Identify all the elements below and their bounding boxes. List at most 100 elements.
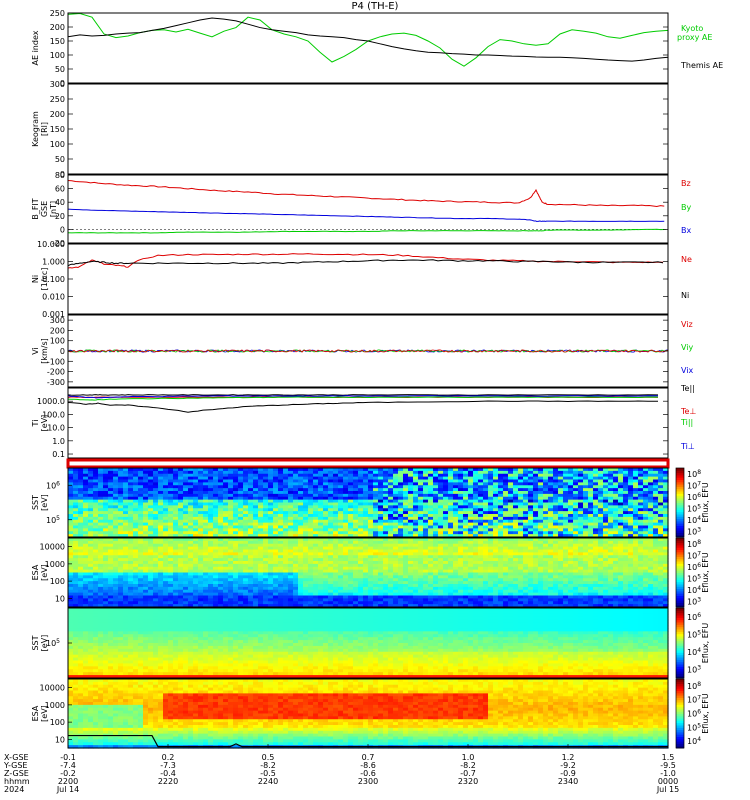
spectrogram-cell bbox=[268, 546, 274, 551]
spectrogram-cell bbox=[293, 514, 299, 518]
spectrogram-cell bbox=[373, 522, 379, 527]
spectrogram-cell bbox=[88, 519, 94, 524]
spectrogram-cell bbox=[488, 496, 494, 501]
spectrogram-cell bbox=[598, 470, 604, 475]
spectrogram-cell bbox=[283, 581, 289, 585]
spectrogram-cell bbox=[448, 505, 454, 509]
spectrogram-cell bbox=[288, 592, 294, 597]
spectrogram-cell bbox=[148, 575, 154, 579]
spectrogram-cell bbox=[358, 505, 364, 509]
spectrogram-cell bbox=[258, 575, 264, 579]
spectrogram-cell bbox=[228, 499, 234, 504]
spectrogram-cell bbox=[118, 584, 124, 588]
spectrogram-cell bbox=[273, 514, 279, 518]
spectrogram-cell bbox=[223, 505, 229, 509]
spectrogram-cell bbox=[183, 519, 189, 524]
spectrogram-cell bbox=[458, 470, 464, 475]
spectrogram-cell bbox=[258, 528, 264, 532]
spectrogram-cell bbox=[223, 569, 229, 574]
spectrogram-cell bbox=[158, 584, 164, 588]
spectrogram-cell bbox=[628, 476, 634, 481]
spectrogram-cell bbox=[188, 493, 194, 498]
spectrogram-cell bbox=[123, 563, 129, 568]
spectrogram-cell bbox=[388, 552, 394, 556]
spectrogram-cell bbox=[208, 566, 214, 571]
spectrogram-cell bbox=[388, 476, 394, 481]
spectrogram-cell bbox=[143, 581, 149, 585]
spectrogram-cell bbox=[413, 479, 419, 483]
spectrogram-cell bbox=[498, 482, 504, 486]
spectrogram-cell bbox=[363, 546, 369, 551]
spectrogram-cell bbox=[363, 538, 369, 542]
spectrogram-cell bbox=[598, 508, 604, 512]
spectrogram-cell bbox=[628, 485, 634, 489]
spectrogram-cell bbox=[178, 601, 184, 605]
spectrogram-cell bbox=[438, 516, 444, 521]
spectrogram-cell bbox=[248, 592, 254, 597]
spectrogram-cell bbox=[548, 508, 554, 512]
spectrogram-cell bbox=[133, 528, 139, 532]
spectrogram-cell bbox=[288, 522, 294, 527]
spectrogram-cell bbox=[203, 499, 209, 504]
spectrogram-cell bbox=[213, 534, 219, 538]
spectrogram-cell bbox=[198, 566, 204, 571]
spectrogram-cell bbox=[343, 491, 349, 495]
spectrogram-cell bbox=[388, 479, 394, 483]
spectrogram-cell bbox=[433, 476, 439, 481]
colorbar-cell bbox=[676, 502, 684, 506]
spectrogram-cell bbox=[313, 516, 319, 521]
spectrogram-cell bbox=[403, 525, 409, 529]
spectrogram-cell bbox=[593, 525, 599, 529]
spectrogram-cell bbox=[258, 572, 264, 576]
spectrogram-cell bbox=[243, 540, 249, 545]
spectrogram-cell bbox=[168, 578, 174, 582]
spectrogram-cell bbox=[468, 508, 474, 512]
spectrogram-cell bbox=[378, 499, 384, 504]
spectrogram-cell bbox=[263, 589, 269, 594]
spectrogram-cell bbox=[378, 572, 384, 576]
spectrogram-cell bbox=[493, 514, 499, 518]
spectrogram-cell bbox=[583, 499, 589, 504]
spectrogram-cell bbox=[638, 514, 644, 518]
spectrogram-cell bbox=[398, 546, 404, 551]
spectrogram-cell bbox=[168, 485, 174, 489]
spectrogram-cell bbox=[283, 584, 289, 588]
spectrogram-cell bbox=[458, 485, 464, 489]
spectrogram-cell bbox=[268, 558, 274, 562]
spectrogram-cell bbox=[438, 604, 444, 608]
spectrogram-cell bbox=[258, 491, 264, 495]
spectrogram-cell bbox=[233, 592, 239, 597]
spectrogram-cell bbox=[208, 563, 214, 568]
spectrogram-cell bbox=[88, 505, 94, 509]
spectrogram-cell bbox=[303, 476, 309, 481]
spectrogram-cell bbox=[583, 493, 589, 498]
spectrogram-cell bbox=[283, 538, 289, 542]
spectrogram-cell bbox=[283, 575, 289, 579]
spectrogram-cell bbox=[498, 528, 504, 532]
spectrogram-cell bbox=[88, 525, 94, 529]
spectrogram-cell bbox=[658, 519, 664, 524]
spectrogram-cell bbox=[183, 566, 189, 571]
spectrogram-cell bbox=[408, 575, 414, 579]
spectrogram-cell bbox=[143, 476, 149, 481]
spectrogram-cell bbox=[398, 502, 404, 506]
spectrogram-cell bbox=[393, 595, 399, 599]
spectrogram-cell bbox=[413, 592, 419, 597]
spectrogram-cell bbox=[333, 525, 339, 529]
spectrogram-cell bbox=[188, 586, 194, 591]
spectrogram-cell bbox=[343, 555, 349, 559]
spectrogram-cell bbox=[658, 482, 664, 486]
spectrogram-cell bbox=[258, 595, 264, 599]
spectrogram-cell bbox=[248, 514, 254, 518]
spectrogram-cell bbox=[448, 473, 454, 478]
spectrogram-cell bbox=[263, 476, 269, 481]
spectrogram-cell bbox=[323, 584, 329, 588]
spectrogram-cell bbox=[198, 555, 204, 559]
spectrogram-cell bbox=[218, 598, 224, 602]
spectrogram-cell bbox=[113, 601, 119, 605]
spectrogram-cell bbox=[168, 488, 174, 492]
spectrogram-cell bbox=[648, 488, 654, 492]
colorbar-cell bbox=[676, 477, 684, 480]
spectrogram-cell bbox=[308, 470, 314, 475]
spectrogram-cell bbox=[328, 482, 334, 486]
